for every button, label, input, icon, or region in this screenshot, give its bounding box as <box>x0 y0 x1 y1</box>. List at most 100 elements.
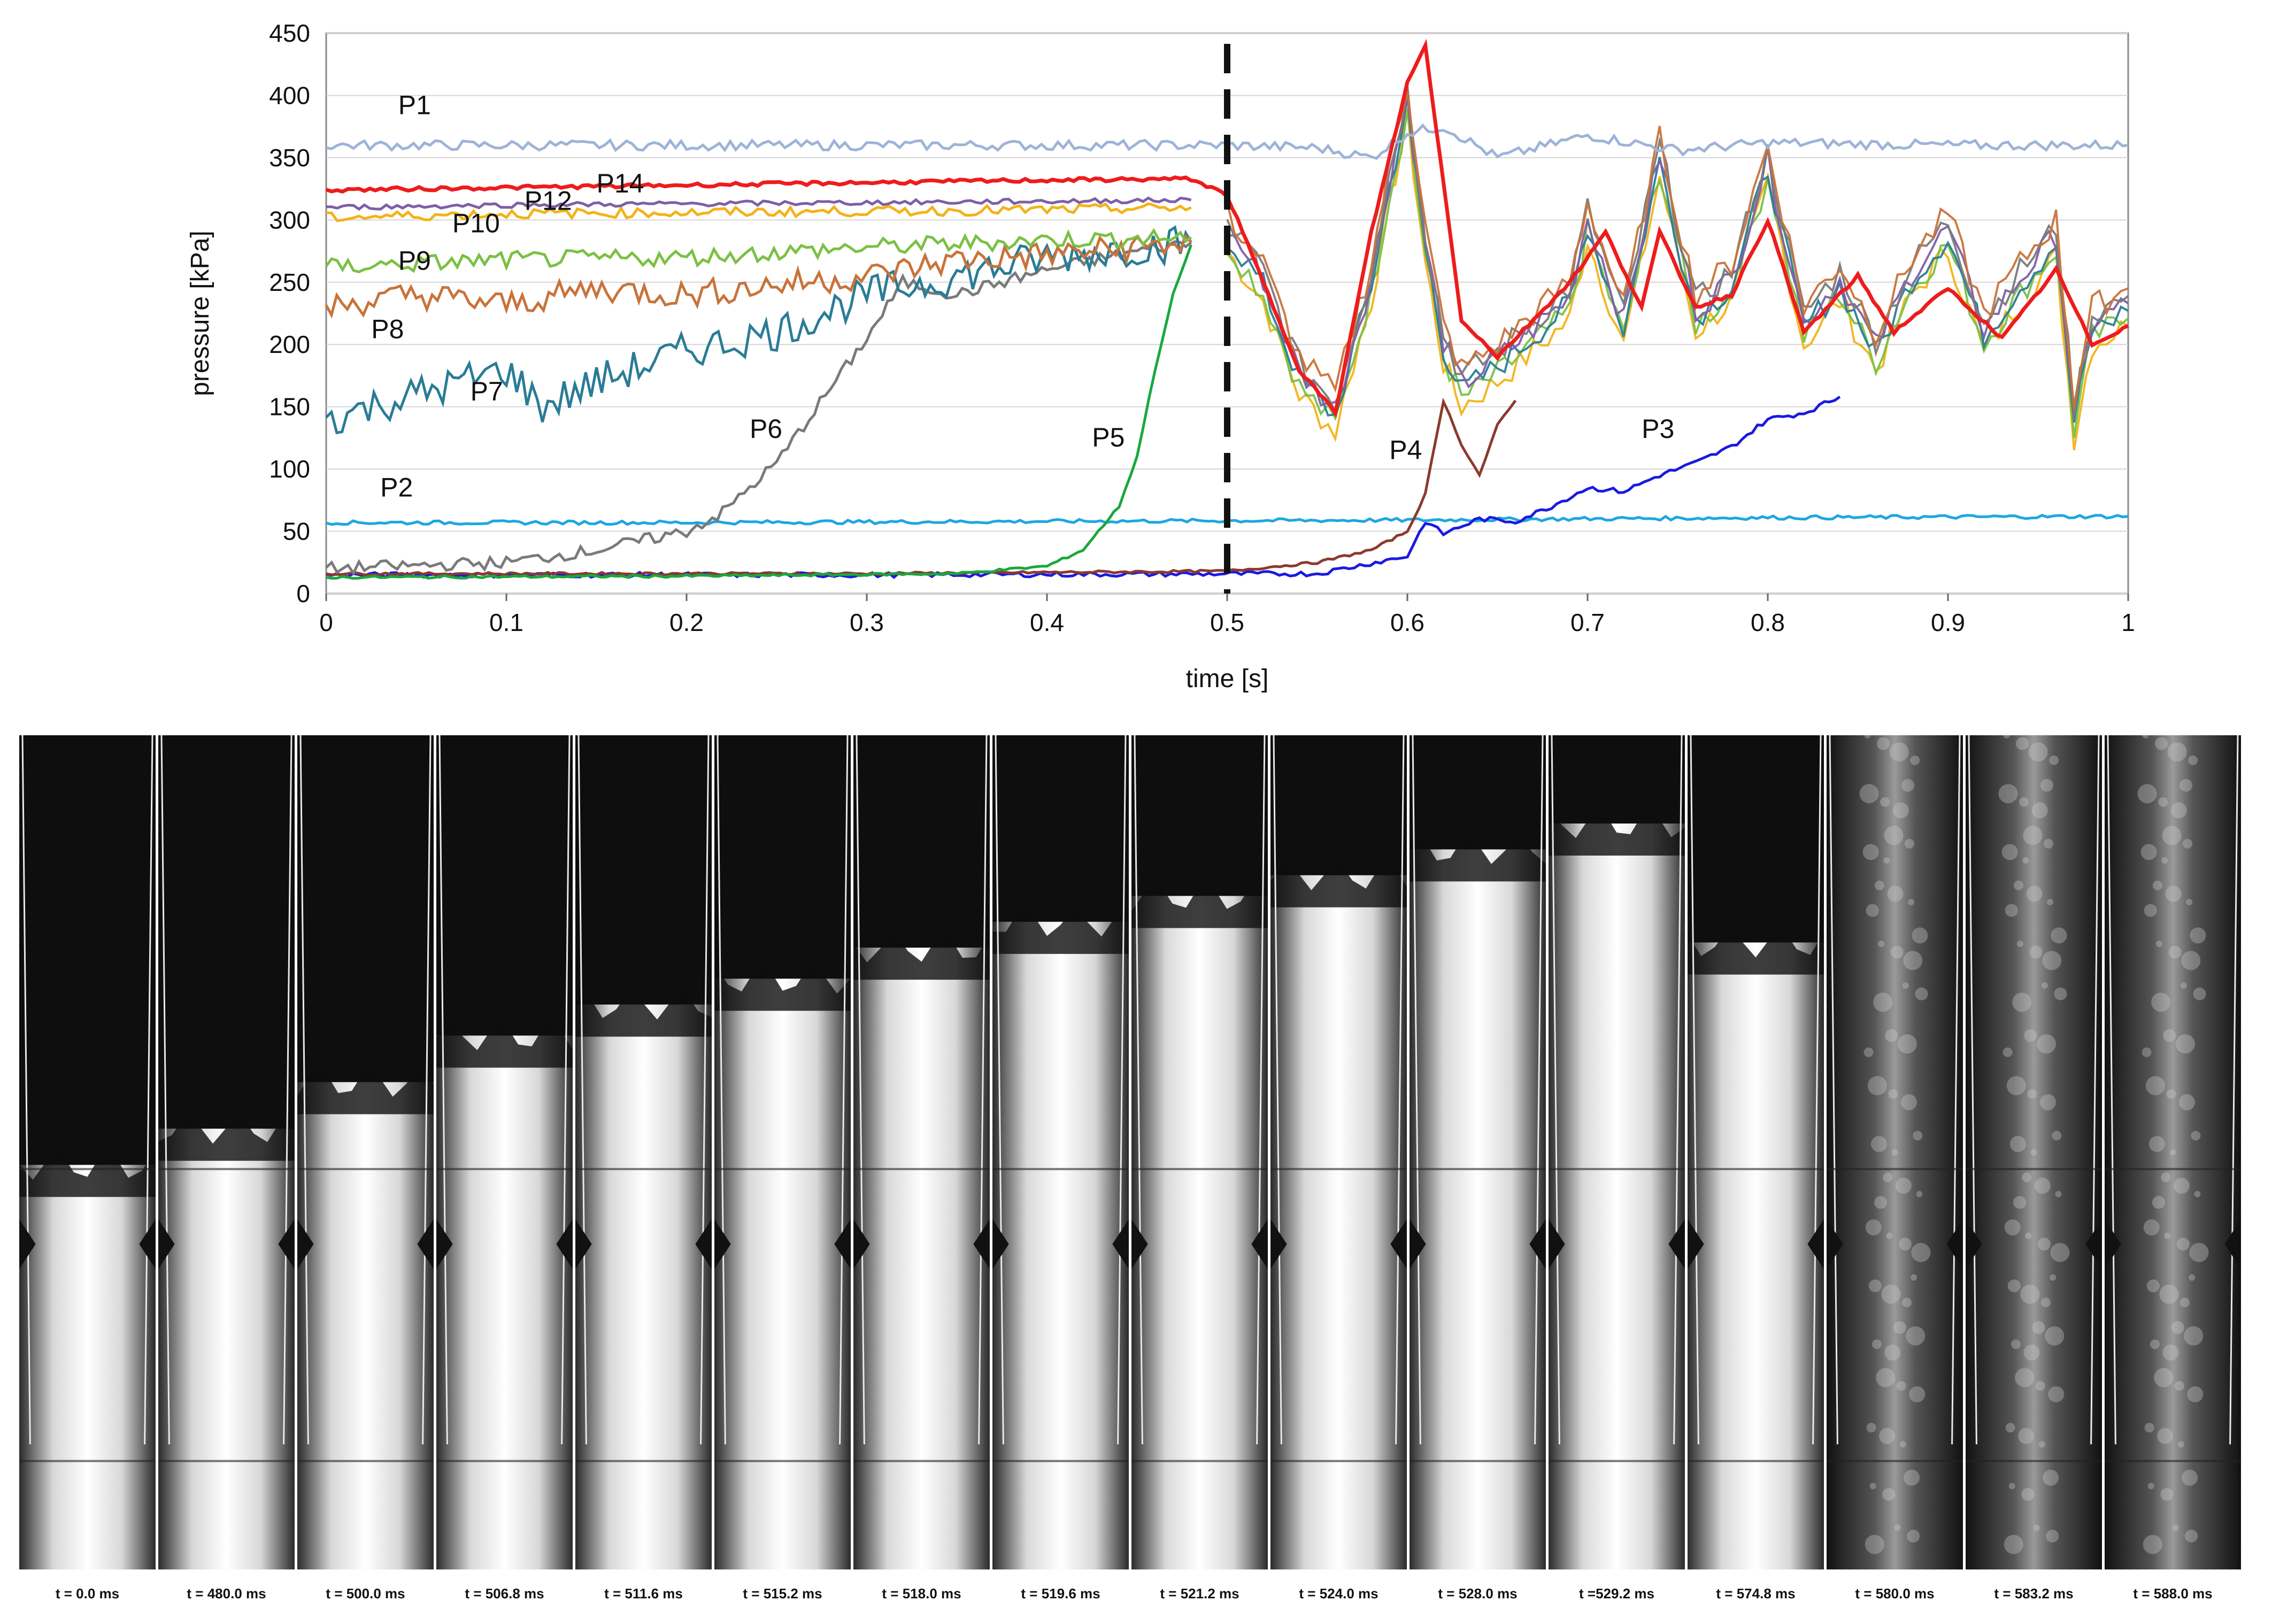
flame-front <box>992 906 1129 954</box>
frame-image <box>1270 735 1407 1569</box>
luminous-speck <box>1906 1326 1926 1346</box>
x-tick-label: 0.4 <box>1030 609 1064 636</box>
frame-time-label: t = 0.0 ms <box>55 1585 120 1602</box>
obstacle-wire <box>1829 735 1838 1445</box>
x-tick-label: 1 <box>2121 609 2135 636</box>
luminous-speck <box>2040 1094 2057 1111</box>
frame-time-label: t = 511.6 ms <box>604 1585 683 1602</box>
obstacle-triangle <box>714 1219 731 1269</box>
luminous-speck <box>2038 1441 2045 1448</box>
luminous-speck <box>2161 857 2168 864</box>
frame-image <box>2105 735 2241 1569</box>
luminous-speck <box>1880 797 1890 807</box>
x-tick-label: 0.3 <box>850 609 884 636</box>
luminous-speck <box>2142 735 2149 738</box>
luminous-speck <box>1891 1149 1898 1156</box>
obstacle-triangle <box>1410 1219 1426 1269</box>
luminous-speck <box>2189 1243 2209 1263</box>
luminous-speck <box>2186 899 2193 905</box>
luminous-speck <box>2012 992 2032 1012</box>
luminous-speck <box>2140 844 2157 860</box>
frame-image <box>1827 735 1963 1569</box>
frame-graphic <box>297 735 434 1569</box>
luminous-speck <box>1865 1535 1884 1554</box>
obstacle-triangle <box>158 1219 175 1269</box>
luminous-speck <box>2160 1488 2174 1501</box>
luminous-speck <box>1867 1076 1887 1096</box>
luminous-speck <box>2179 1094 2196 1111</box>
y-tick-label: 0 <box>296 580 310 607</box>
obstacle-wire <box>1395 735 1405 1445</box>
frame-graphic <box>575 735 712 1569</box>
luminous-speck <box>1886 1233 1893 1239</box>
frame-graphic <box>1827 735 1963 1569</box>
luminous-speck <box>2025 1233 2032 1239</box>
obstacle-wire <box>21 735 31 1445</box>
luminous-speck <box>2143 1535 2162 1554</box>
obstacle-triangle <box>575 1219 592 1269</box>
luminous-speck <box>2003 1047 2013 1057</box>
obstacle-triangle <box>973 1219 990 1269</box>
frame-image <box>1966 735 2102 1569</box>
obstacle-wire <box>995 735 1004 1445</box>
luminous-speck <box>2156 941 2162 947</box>
luminous-speck <box>1893 1321 1906 1334</box>
luminous-speck <box>2005 904 2018 917</box>
luminous-speck <box>2023 826 2043 845</box>
luminous-speck <box>2144 904 2157 917</box>
obstacle-triangle <box>1549 1219 1565 1269</box>
luminous-speck <box>2146 1279 2160 1292</box>
luminous-speck <box>2180 982 2187 989</box>
frame-image <box>992 735 1129 1569</box>
frame-graphic <box>1410 735 1546 1569</box>
frame-image <box>575 735 712 1569</box>
series-line-p7 <box>325 225 1192 435</box>
x-axis-label: time [s] <box>1186 665 1269 693</box>
luminous-speck <box>1903 951 1923 971</box>
luminous-speck <box>1912 927 1928 944</box>
frame-time-label: t = 574.8 ms <box>1716 1585 1796 1602</box>
series-label-p2: P2 <box>380 472 413 502</box>
luminous-speck <box>2172 1525 2179 1531</box>
burned-region <box>19 1165 156 1569</box>
luminous-speck <box>1913 1130 1923 1141</box>
luminous-speck <box>2019 797 2029 807</box>
luminous-speck <box>1864 735 1871 738</box>
luminous-speck <box>1869 1483 1876 1489</box>
flame-front <box>1410 834 1546 882</box>
luminous-speck <box>1870 1136 1887 1152</box>
burned-region <box>1131 896 1268 1569</box>
luminous-speck <box>1872 1339 1882 1349</box>
luminous-speck <box>2005 1422 2015 1433</box>
luminous-speck <box>2017 941 2023 947</box>
series-label-p6: P6 <box>750 414 782 444</box>
burned-region <box>1688 942 1824 1569</box>
y-tick-label: 450 <box>269 19 310 47</box>
luminous-speck <box>2018 1428 2035 1444</box>
flame-front <box>297 1067 434 1114</box>
obstacle-triangle <box>992 1219 1009 1269</box>
luminous-speck <box>1879 1428 1896 1444</box>
flame-front <box>158 1114 295 1161</box>
luminous-speck <box>2184 1326 2204 1346</box>
luminous-speck <box>2187 1386 2204 1403</box>
luminous-speck <box>2175 1034 2195 1054</box>
luminous-speck <box>1895 1177 1912 1194</box>
series-label-p10: P10 <box>452 209 500 238</box>
luminous-speck <box>1910 755 1920 765</box>
frame-time-label: t = 480.0 ms <box>187 1585 266 1602</box>
obstacle-wire <box>1134 735 1143 1445</box>
luminous-speck <box>2157 1428 2174 1444</box>
post-ignition-trace <box>1226 92 2129 409</box>
luminous-speck <box>1882 1488 1896 1501</box>
luminous-speck <box>2007 1279 2021 1292</box>
luminous-speck <box>2137 784 2157 804</box>
burned-region <box>992 921 1129 1569</box>
y-axis-label: pressure [kPa] <box>186 230 214 396</box>
luminous-speck <box>1883 1172 1893 1182</box>
luminous-speck <box>2152 1196 2165 1209</box>
obstacle-triangle <box>1966 1219 1982 1269</box>
luminous-speck <box>2143 1219 2160 1236</box>
luminous-speck <box>2189 1274 2196 1281</box>
x-tick-label: 0.5 <box>1210 609 1244 636</box>
